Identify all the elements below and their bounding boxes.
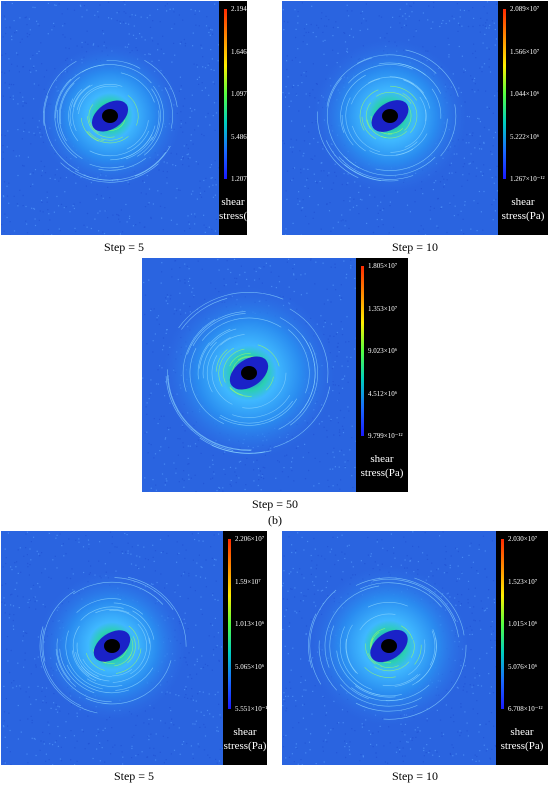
- colorbar-gradient: [501, 539, 504, 709]
- colorbar-tick-label: 5.065×10⁶: [235, 662, 265, 671]
- colorbar-tick-label: 1.267×10⁻¹²: [510, 175, 545, 183]
- colorbar-tick-label: 1.646×10⁷: [231, 47, 261, 56]
- colorbar-tick-label: 6.708×10⁻¹²: [508, 705, 543, 713]
- panel-5-caption: Step = 10: [391, 769, 439, 783]
- colorbar-gradient: [503, 9, 506, 179]
- panel-3-caption: Step = 50: [251, 497, 299, 511]
- stress-panel-4: 2.206×10⁷ 1.59×10⁷ 1.013×10⁶ 5.065×10⁶ 5.551…: [1, 531, 270, 765]
- colorbar-unit-line1: shear: [511, 196, 535, 208]
- stress-panel-2: 2.089×10⁷ 1.566×10⁷ 1.044×10⁶ 5.222×10⁶ 1.26…: [282, 1, 548, 235]
- colorbar-unit-line2: stress(Pa): [500, 740, 544, 752]
- colorbar-unit-line1: shear: [221, 196, 245, 208]
- colorbar-tick-label: 5.551×10⁻¹²: [235, 705, 270, 713]
- stress-field-svg: [282, 1, 498, 235]
- colorbar-gradient: [224, 9, 227, 179]
- colorbar-tick-label: 9.799×10⁻¹²: [368, 432, 403, 440]
- colorbar-tick-label: 1.207×10⁻¹²: [231, 175, 266, 183]
- colorbar-tick-label: 1.523×10⁷: [508, 577, 538, 586]
- colorbar-unit-line2: stress(Pa): [360, 467, 404, 479]
- stress-field-svg: [1, 1, 219, 235]
- colorbar: 2.089×10⁷ 1.566×10⁷ 1.044×10⁶ 5.222×10⁶ 1.26…: [498, 1, 548, 235]
- stress-panel-1: 2.194×10⁷ 1.646×10⁷ 1.097×10⁶ 5.486×10⁶ 1.20…: [1, 1, 266, 235]
- colorbar-tick-label: 1.353×10⁷: [368, 304, 398, 313]
- stress-panel-5: 2.030×10⁷ 1.523×10⁷ 1.015×10⁶ 5.076×10⁶ 6.70…: [282, 531, 548, 765]
- colorbar-tick-label: 5.076×10⁶: [508, 662, 538, 671]
- colorbar-tick-label: 9.023×10⁶: [368, 347, 398, 355]
- colorbar-unit-line2: stress(Pa): [223, 740, 267, 752]
- colorbar-unit-line1: shear: [233, 726, 257, 738]
- colorbar-tick-label: 2.206×10⁷: [235, 535, 265, 543]
- colorbar: 2.206×10⁷ 1.59×10⁷ 1.013×10⁶ 5.065×10⁶ 5.551…: [223, 531, 270, 765]
- stress-field-svg: [142, 258, 356, 492]
- colorbar-tick-label: 4.512×10⁶: [368, 389, 398, 398]
- colorbar-tick-label: 1.097×10⁶: [231, 90, 261, 98]
- colorbar-unit-line1: shear: [510, 726, 534, 738]
- colorbar: 2.030×10⁷ 1.523×10⁷ 1.015×10⁶ 5.076×10⁶ 6.70…: [496, 531, 548, 765]
- panel-2-caption: Step = 10: [391, 240, 439, 254]
- panel-1-caption: Step = 5: [103, 240, 145, 254]
- subfigure-label: (b): [268, 513, 282, 527]
- colorbar: 1.805×10⁷ 1.353×10⁷ 9.023×10⁶ 4.512×10⁶ 9.79…: [356, 258, 408, 492]
- colorbar-tick-label: 1.805×10⁷: [368, 262, 398, 270]
- stress-field-svg: [282, 531, 496, 765]
- colorbar-tick-label: 1.015×10⁶: [508, 620, 538, 628]
- colorbar: 2.194×10⁷ 1.646×10⁷ 1.097×10⁶ 5.486×10⁶ 1.20…: [219, 1, 266, 235]
- colorbar-tick-label: 5.486×10⁶: [231, 132, 261, 141]
- colorbar-gradient: [228, 539, 231, 709]
- stress-field-image: [1, 1, 219, 235]
- colorbar-unit-line1: shear: [370, 453, 394, 465]
- stress-field-image: [282, 1, 498, 235]
- colorbar-gradient: [361, 266, 364, 436]
- stress-field-image: [142, 258, 356, 492]
- colorbar-tick-label: 5.222×10⁶: [510, 132, 540, 141]
- colorbar-tick-label: 1.044×10⁶: [510, 90, 540, 98]
- stress-panel-3: 1.805×10⁷ 1.353×10⁷ 9.023×10⁶ 4.512×10⁶ 9.79…: [142, 258, 408, 492]
- colorbar-unit-line2: stress(Pa): [501, 210, 545, 222]
- panel-4-caption: Step = 5: [113, 769, 155, 783]
- stress-field-image: [1, 531, 223, 765]
- colorbar-tick-label: 1.013×10⁶: [235, 620, 265, 628]
- colorbar-unit-line2: stress(Pa): [219, 210, 262, 222]
- colorbar-tick-label: 2.030×10⁷: [508, 535, 538, 543]
- stress-field-svg: [1, 531, 223, 765]
- colorbar-tick-label: 1.566×10⁷: [510, 47, 540, 56]
- colorbar-tick-label: 1.59×10⁷: [235, 577, 261, 586]
- colorbar-tick-label: 2.194×10⁷: [231, 5, 261, 13]
- stress-field-image: [282, 531, 496, 765]
- colorbar-tick-label: 2.089×10⁷: [510, 5, 540, 13]
